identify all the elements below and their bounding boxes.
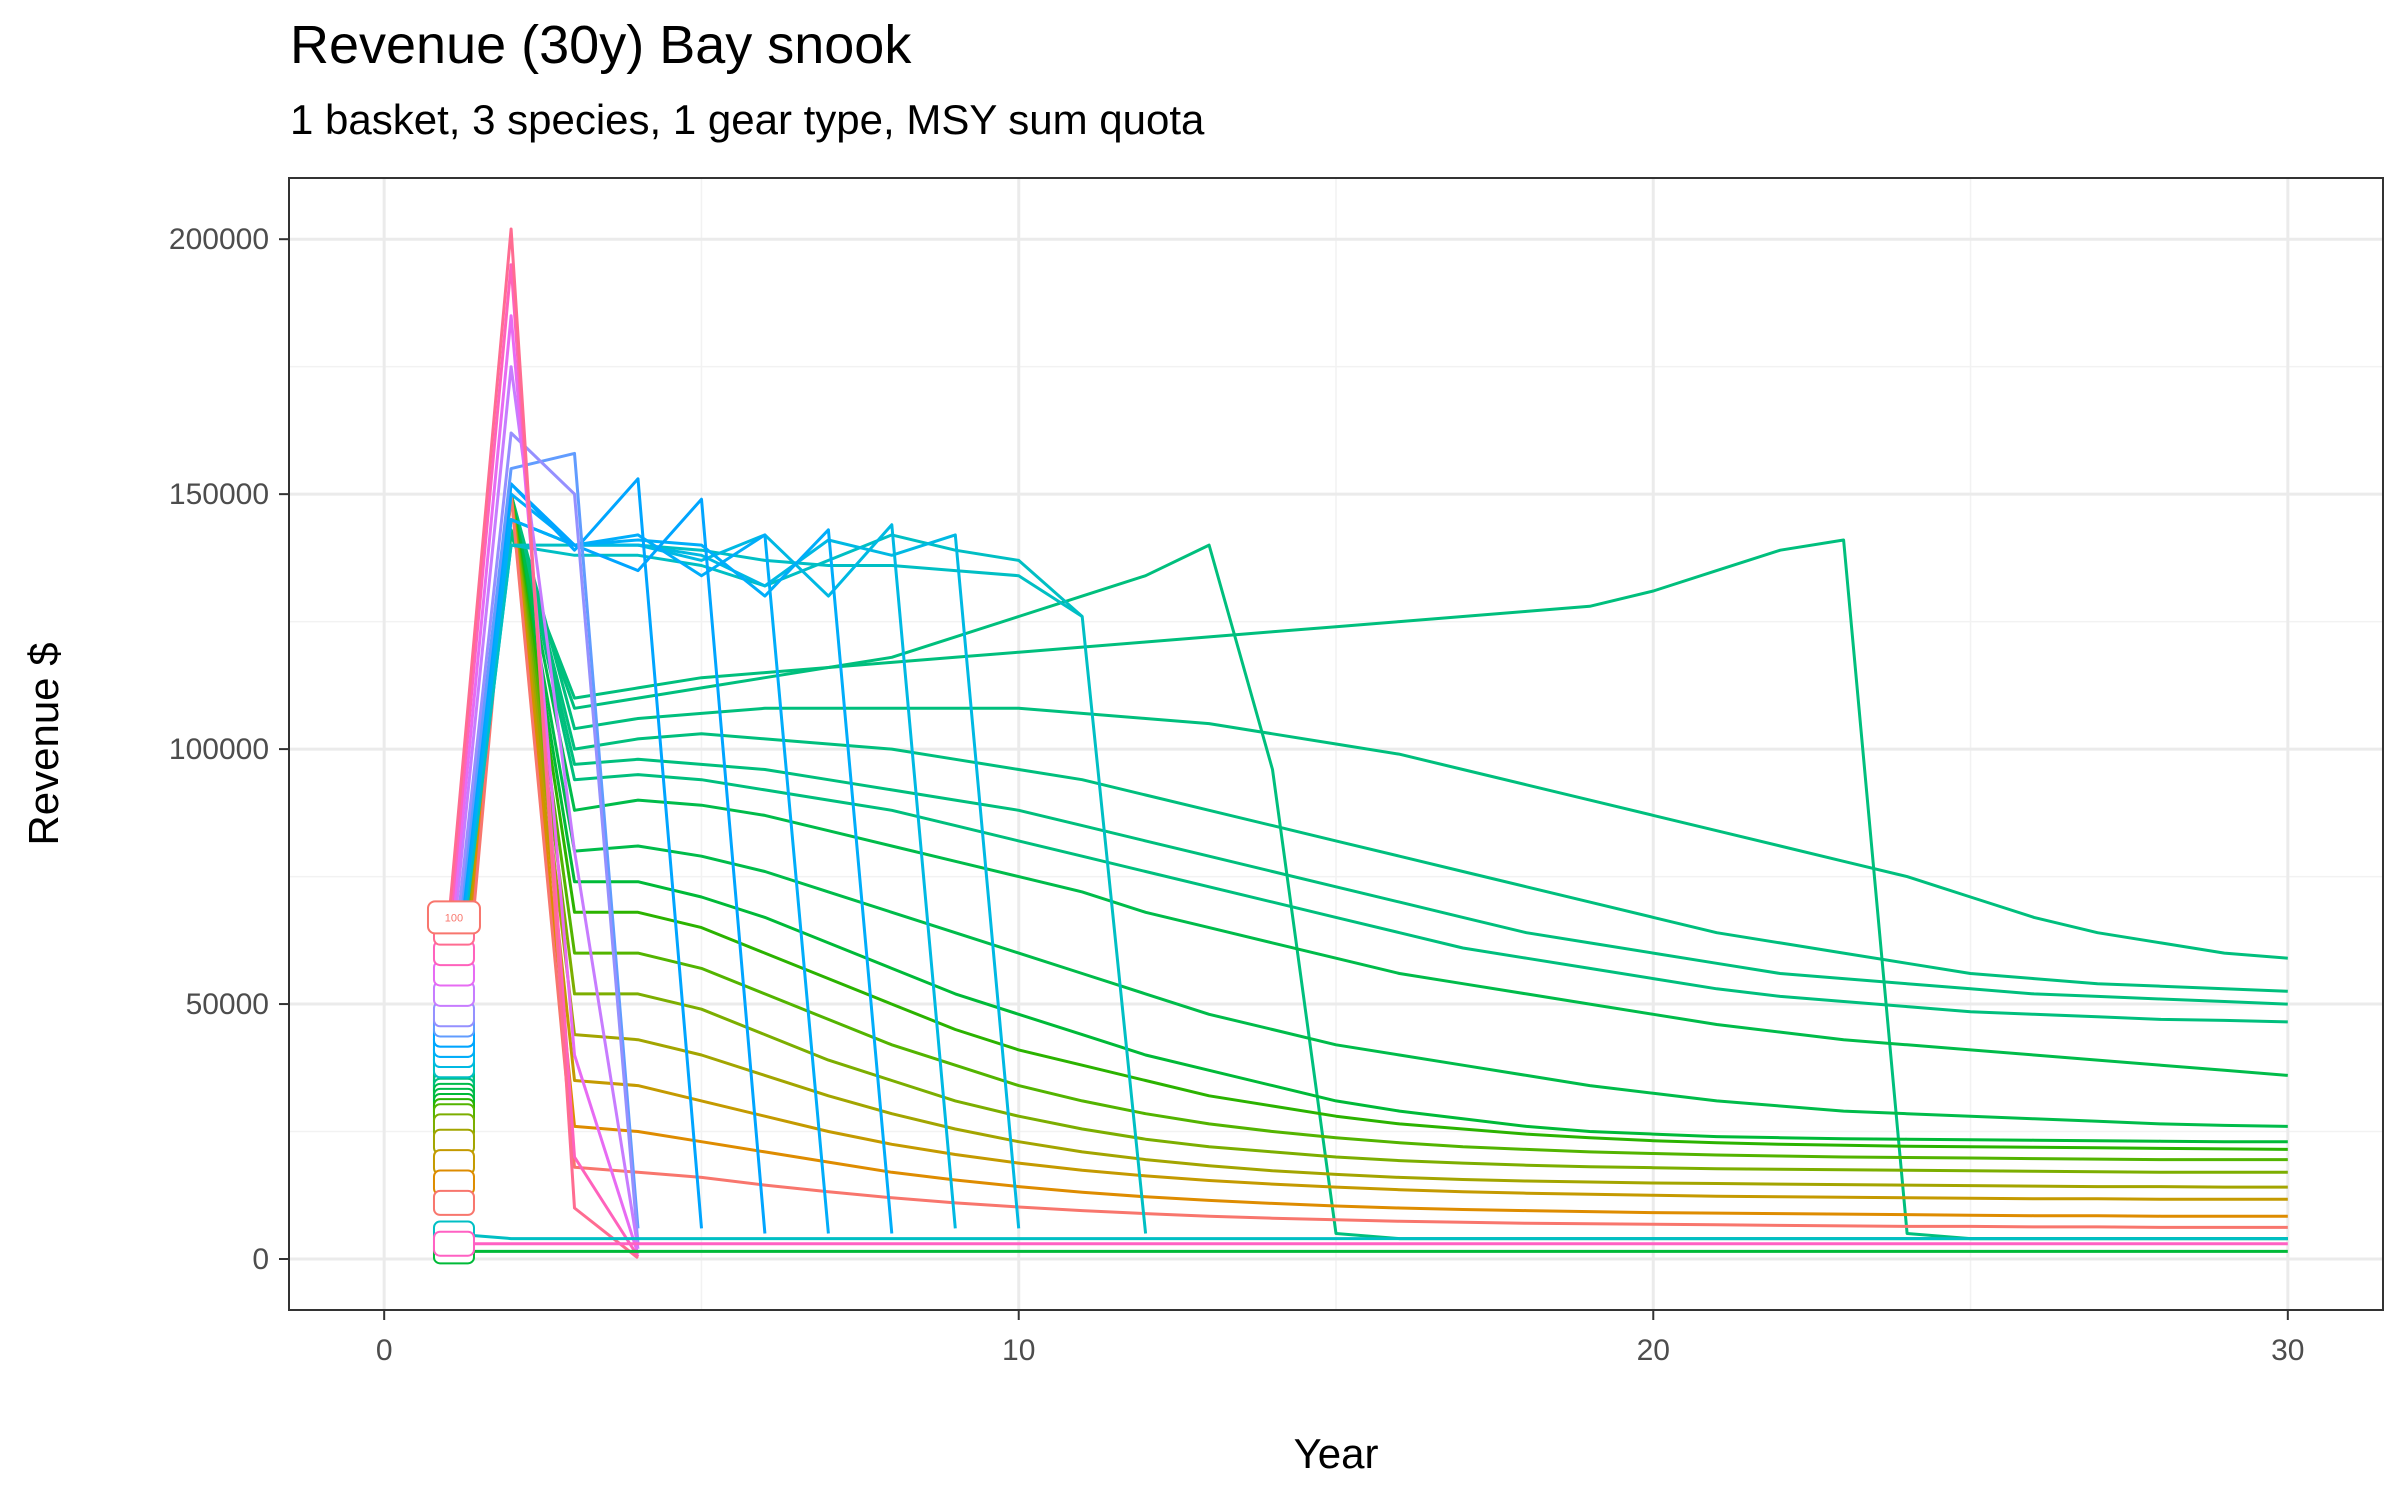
series-line [446,492,2288,1218]
series-line [446,492,2288,1229]
series-line [446,314,640,1255]
x-tick-label: 10 [1002,1334,1035,1367]
series-line [446,477,703,1229]
series-layer [446,227,2288,1260]
series-line [446,492,2288,1086]
series-line [446,492,2288,1128]
y-tick-label: 50000 [186,988,269,1021]
marker-layer: 100 [426,900,481,1265]
series-line [446,227,639,1260]
series-line [446,533,2288,1241]
y-tick-label: 0 [252,1243,269,1276]
series-line [446,518,894,1234]
y-tick-label: 200000 [169,223,269,256]
series-label-marker [432,1230,475,1257]
series-line [446,451,640,1229]
series-line [446,365,640,1250]
series-line [446,492,2288,1162]
y-axis-title: Revenue $ [20,642,67,845]
y-tick-label: 100000 [169,733,269,766]
series-line [446,492,2288,1201]
series-line [446,492,2288,1174]
series-line [446,492,2288,1091]
axis-layer: 0 10 20 30 0 50000 100000 150000 200000 [169,223,2305,1367]
x-tick-label: 30 [2271,1334,2304,1367]
series-line [446,431,640,1244]
plot-panel-border [288,177,2384,1311]
chart-title: Revenue (30y) Bay snook [290,15,912,75]
label-marker-text: 100 [445,912,463,924]
series-line [446,492,2288,1091]
y-tick-label: 150000 [169,478,269,511]
series-line [446,492,2288,1189]
series-line [446,492,2288,1144]
x-tick-label: 0 [376,1334,393,1367]
label-marker-box [426,900,481,935]
x-axis-title: Year [1294,1430,1379,1477]
series-label-marker [432,1189,475,1216]
series-line [446,492,2288,1086]
x-tick-label: 20 [1637,1334,1670,1367]
series-line [447,1232,2288,1241]
chart-subtitle: 1 basket, 3 species, 1 gear type, MSY su… [290,96,1205,143]
series-line [446,492,2288,1096]
series-line [446,492,2288,1151]
